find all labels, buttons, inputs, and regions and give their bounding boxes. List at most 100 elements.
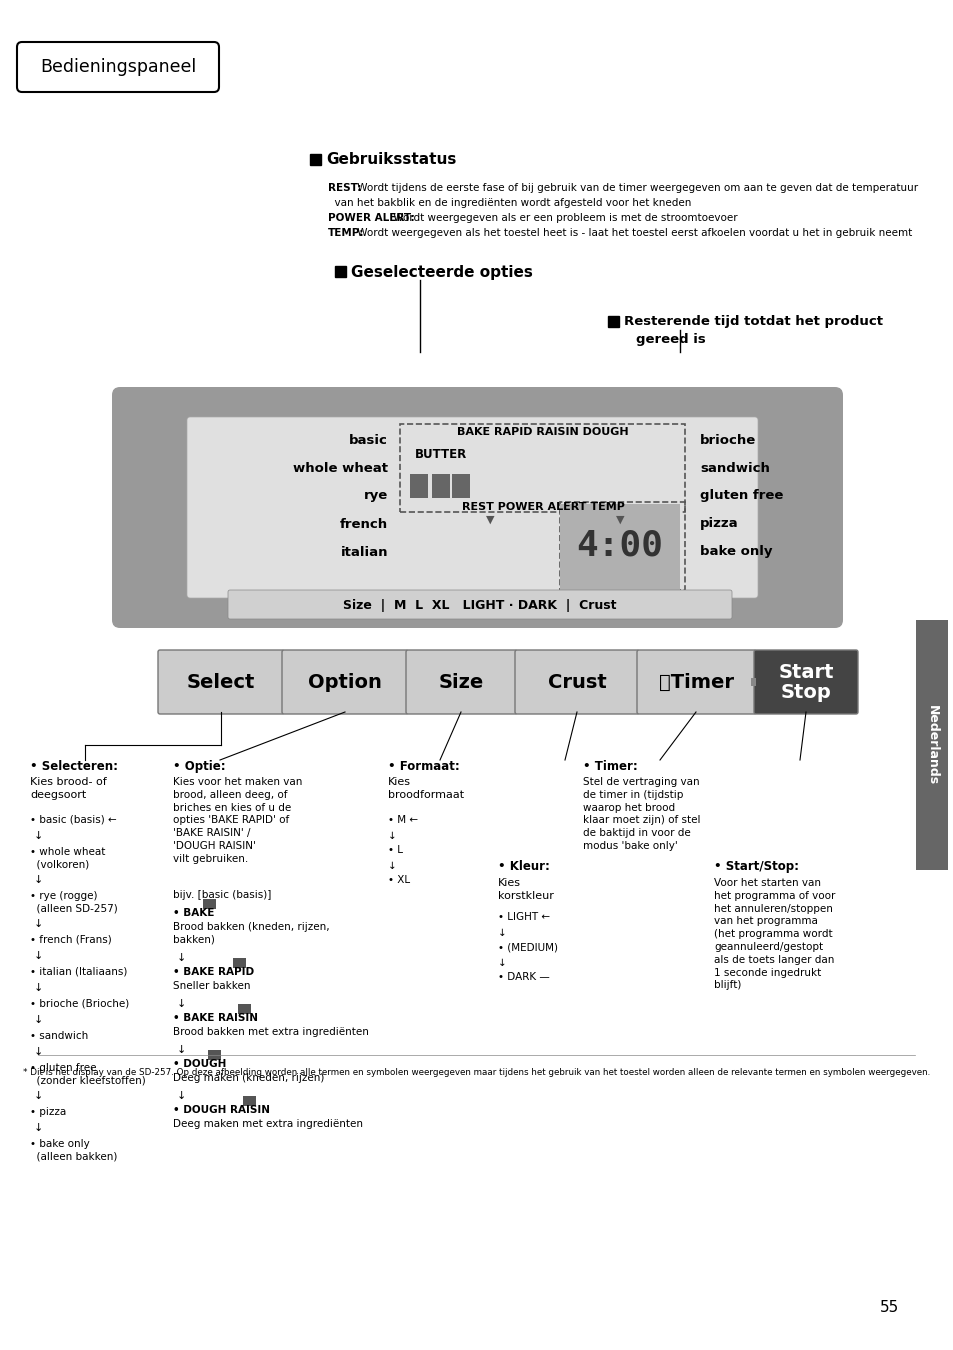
Text: TEMP:: TEMP: bbox=[328, 228, 364, 238]
Text: Wordt tijdens de eerste fase of bij gebruik van de timer weergegeven om aan te g: Wordt tijdens de eerste fase of bij gebr… bbox=[354, 184, 917, 193]
Text: Wordt weergegeven als het toestel heet is - laat het toestel eerst afkoelen voor: Wordt weergegeven als het toestel heet i… bbox=[354, 228, 911, 238]
Text: 55: 55 bbox=[879, 1300, 899, 1315]
Text: REST:: REST: bbox=[328, 184, 361, 193]
Text: Deeg maken met extra ingrediënten: Deeg maken met extra ingrediënten bbox=[172, 1119, 363, 1129]
Text: gluten free: gluten free bbox=[700, 490, 782, 502]
Text: ↓: ↓ bbox=[34, 983, 43, 994]
Text: ↓: ↓ bbox=[497, 958, 506, 968]
Bar bbox=[559, 502, 684, 590]
Text: • Optie:: • Optie: bbox=[172, 760, 226, 774]
Text: • french (Frans): • french (Frans) bbox=[30, 936, 112, 945]
Text: ▼: ▼ bbox=[485, 514, 494, 525]
Bar bbox=[750, 678, 755, 686]
Text: ↓: ↓ bbox=[177, 1045, 186, 1054]
Bar bbox=[243, 1096, 255, 1106]
Text: • whole wheat
  (volkoren): • whole wheat (volkoren) bbox=[30, 846, 105, 869]
Text: BAKE RAPID RAISIN DOUGH: BAKE RAPID RAISIN DOUGH bbox=[456, 427, 628, 437]
Text: ↓: ↓ bbox=[34, 832, 43, 841]
Text: • M ←: • M ← bbox=[388, 815, 417, 825]
Text: ↓: ↓ bbox=[388, 832, 396, 841]
Text: ↓: ↓ bbox=[34, 875, 43, 886]
Text: * Dit is het display van de SD-257. Op deze afbeelding worden alle termen en sym: * Dit is het display van de SD-257. Op d… bbox=[24, 1068, 929, 1077]
Text: basic: basic bbox=[349, 433, 388, 447]
Text: ⏱Timer: ⏱Timer bbox=[659, 672, 733, 691]
Text: • DOUGH: • DOUGH bbox=[172, 1058, 226, 1069]
Text: ↓: ↓ bbox=[34, 950, 43, 961]
Text: • Start/Stop:: • Start/Stop: bbox=[713, 860, 799, 873]
Text: Bedieningspaneel: Bedieningspaneel bbox=[40, 58, 196, 76]
FancyBboxPatch shape bbox=[228, 590, 731, 620]
Text: Select: Select bbox=[187, 672, 254, 691]
Text: Kies
broodformaat: Kies broodformaat bbox=[388, 778, 464, 801]
Text: • bake only
  (alleen bakken): • bake only (alleen bakken) bbox=[30, 1139, 117, 1161]
Text: • BAKE RAPID: • BAKE RAPID bbox=[172, 967, 253, 977]
Text: • brioche (Brioche): • brioche (Brioche) bbox=[30, 999, 129, 1008]
Text: ↓: ↓ bbox=[34, 1123, 43, 1133]
Text: • Formaat:: • Formaat: bbox=[388, 760, 459, 774]
FancyBboxPatch shape bbox=[637, 649, 755, 714]
Text: ▼: ▼ bbox=[615, 514, 623, 525]
Text: • sandwich: • sandwich bbox=[30, 1031, 89, 1041]
Text: italian: italian bbox=[340, 545, 388, 559]
FancyBboxPatch shape bbox=[406, 649, 517, 714]
Bar bbox=[607, 316, 618, 327]
Text: • Selecteren:: • Selecteren: bbox=[30, 760, 118, 774]
Bar bbox=[399, 424, 684, 512]
Text: • DARK —: • DARK — bbox=[497, 972, 549, 981]
Text: Resterende tijd totdat het product: Resterende tijd totdat het product bbox=[623, 316, 882, 328]
Text: Size  |  M  L  XL   LIGHT · DARK  |  Crust: Size | M L XL LIGHT · DARK | Crust bbox=[343, 598, 616, 612]
FancyBboxPatch shape bbox=[515, 649, 639, 714]
Text: • BAKE RAISIN: • BAKE RAISIN bbox=[172, 1012, 257, 1023]
Text: Geselecteerde opties: Geselecteerde opties bbox=[351, 265, 533, 279]
FancyBboxPatch shape bbox=[158, 649, 284, 714]
Text: BUTTER: BUTTER bbox=[415, 447, 467, 460]
Text: • DOUGH RAISIN: • DOUGH RAISIN bbox=[172, 1106, 270, 1115]
Text: • (MEDIUM): • (MEDIUM) bbox=[497, 942, 558, 952]
Text: • LIGHT ←: • LIGHT ← bbox=[497, 913, 550, 922]
Text: Voor het starten van
het programma of voor
het annuleren/stoppen
van het program: Voor het starten van het programma of vo… bbox=[713, 878, 835, 991]
Text: van het bakblik en de ingrediënten wordt afgesteld voor het kneden: van het bakblik en de ingrediënten wordt… bbox=[328, 198, 691, 208]
Bar bbox=[208, 1050, 221, 1060]
FancyBboxPatch shape bbox=[753, 649, 857, 714]
Text: 4:00: 4:00 bbox=[576, 528, 662, 562]
Text: Deeg maken (kneden, rijzen): Deeg maken (kneden, rijzen) bbox=[172, 1073, 324, 1083]
Text: ↓: ↓ bbox=[388, 861, 396, 871]
Text: Brood bakken met extra ingrediënten: Brood bakken met extra ingrediënten bbox=[172, 1027, 369, 1037]
Text: Option: Option bbox=[308, 672, 381, 691]
Text: Sneller bakken: Sneller bakken bbox=[172, 981, 251, 991]
Text: • Kleur:: • Kleur: bbox=[497, 860, 549, 873]
Text: french: french bbox=[339, 517, 388, 531]
Text: ↓: ↓ bbox=[177, 1091, 186, 1102]
FancyBboxPatch shape bbox=[187, 417, 758, 598]
FancyBboxPatch shape bbox=[112, 387, 842, 628]
Text: Brood bakken (kneden, rijzen,
bakken): Brood bakken (kneden, rijzen, bakken) bbox=[172, 922, 330, 945]
Text: Kies brood- of
deegsoort: Kies brood- of deegsoort bbox=[30, 778, 107, 801]
Text: pizza: pizza bbox=[700, 517, 738, 531]
FancyBboxPatch shape bbox=[282, 649, 408, 714]
Text: ↓: ↓ bbox=[177, 953, 186, 963]
Text: ↓: ↓ bbox=[34, 1048, 43, 1057]
Text: Stel de vertraging van
de timer in (tijdstip
waarop het brood
klaar moet zijn) o: Stel de vertraging van de timer in (tijd… bbox=[582, 778, 700, 850]
Text: ↓: ↓ bbox=[177, 999, 186, 1008]
Text: Gebruiksstatus: Gebruiksstatus bbox=[326, 153, 456, 167]
Text: gereed is: gereed is bbox=[636, 332, 705, 346]
Text: • basic (basis) ←: • basic (basis) ← bbox=[30, 815, 116, 825]
Text: • BAKE: • BAKE bbox=[172, 909, 214, 918]
Text: Stop: Stop bbox=[780, 683, 830, 702]
Bar bbox=[335, 266, 346, 277]
Text: Kies voor het maken van
brood, alleen deeg, of
briches en kies of u de
opties 'B: Kies voor het maken van brood, alleen de… bbox=[172, 778, 302, 864]
Bar bbox=[452, 474, 470, 498]
Bar bbox=[237, 1004, 251, 1014]
Bar bbox=[233, 958, 246, 968]
Text: brioche: brioche bbox=[700, 433, 756, 447]
Text: REST POWER ALERT TEMP: REST POWER ALERT TEMP bbox=[461, 502, 624, 512]
Text: rye: rye bbox=[363, 490, 388, 502]
FancyBboxPatch shape bbox=[17, 42, 219, 92]
Text: POWER ALERT:: POWER ALERT: bbox=[328, 213, 415, 223]
Text: bake only: bake only bbox=[700, 545, 772, 559]
Bar bbox=[559, 504, 679, 593]
Text: ↓: ↓ bbox=[34, 1015, 43, 1025]
Text: • XL: • XL bbox=[388, 875, 410, 886]
Text: • Timer:: • Timer: bbox=[582, 760, 638, 774]
Text: ↓: ↓ bbox=[34, 919, 43, 929]
